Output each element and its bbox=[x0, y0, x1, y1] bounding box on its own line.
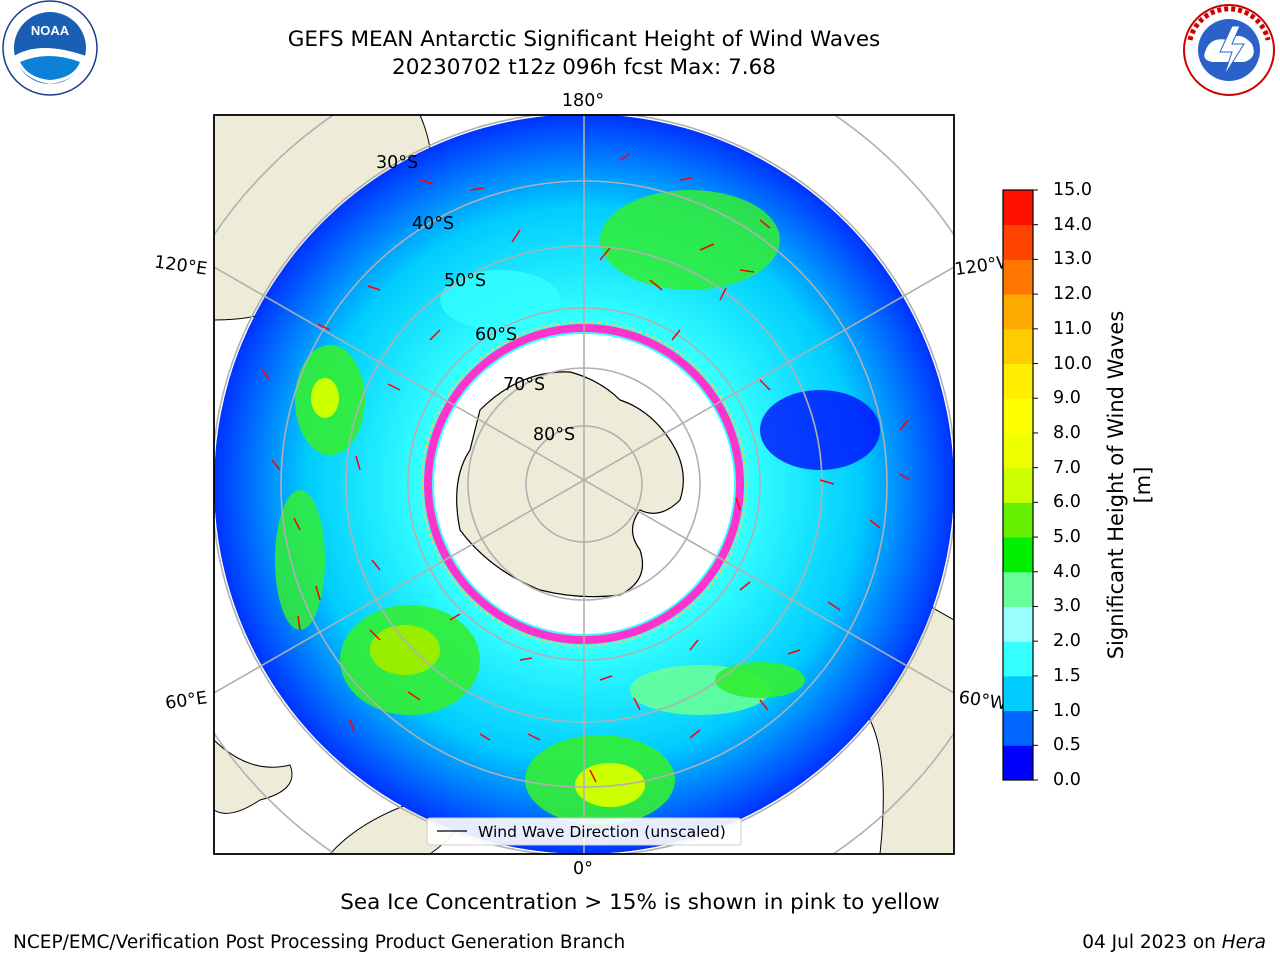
colorbar-tick-label: 8.0 bbox=[1053, 422, 1081, 443]
colorbar-tick-label: 7.0 bbox=[1053, 457, 1081, 478]
colorbar-tick-label: 11.0 bbox=[1053, 318, 1092, 339]
lat-label-40s: 40°S bbox=[412, 214, 454, 234]
colorbar-tick-label: 0.0 bbox=[1053, 770, 1081, 790]
colorbar-segment bbox=[1003, 398, 1033, 434]
colorbar-segment bbox=[1003, 502, 1033, 538]
colorbar-segment bbox=[1003, 745, 1033, 781]
credit-host: Hera bbox=[1221, 932, 1266, 953]
colorbar-segment bbox=[1003, 641, 1033, 677]
colorbar-segment bbox=[1003, 432, 1033, 469]
colorbar-tick-label: 6.0 bbox=[1053, 492, 1081, 513]
colorbar-tick-label: 9.0 bbox=[1053, 388, 1081, 409]
chart-title: GEFS MEAN Antarctic Significant Height o… bbox=[287, 27, 881, 52]
colorbar-title: Significant Height of Wind Waves [m] bbox=[1104, 310, 1155, 660]
colorbar-tick-label: 4.0 bbox=[1053, 561, 1081, 582]
colorbar-tick-label: 2.0 bbox=[1053, 631, 1081, 652]
colorbar-tick-label: 1.0 bbox=[1053, 700, 1081, 721]
lat-label-50s: 50°S bbox=[444, 271, 486, 291]
colorbar-tick-label: 13.0 bbox=[1053, 249, 1092, 270]
colorbar-segment bbox=[1003, 363, 1033, 399]
noaa-logo: NOAA bbox=[2, 0, 98, 96]
colorbar-segment bbox=[1003, 710, 1033, 746]
lat-label-70s: 70°S bbox=[503, 375, 545, 395]
colorbar-tick-label: 0.5 bbox=[1053, 735, 1081, 756]
colorbar-segment bbox=[1003, 328, 1033, 365]
colorbar-segment bbox=[1003, 224, 1033, 260]
colorbar-segment bbox=[1003, 467, 1033, 503]
colorbar-tick-label: 12.0 bbox=[1053, 284, 1092, 305]
credit-right: 04 Jul 2023 on Hera bbox=[1082, 932, 1266, 953]
colorbar-segment bbox=[1003, 259, 1033, 295]
credit-date: 04 Jul 2023 on bbox=[1082, 932, 1222, 953]
colorbar-tick-label: 5.0 bbox=[1053, 527, 1081, 548]
colorbar-tick-label: 3.0 bbox=[1053, 596, 1081, 617]
noaa-logo-text: NOAA bbox=[31, 23, 70, 38]
lon-label-120e: 120°E bbox=[153, 252, 208, 279]
colorbar-segment bbox=[1003, 294, 1033, 330]
lat-label-60s: 60°S bbox=[475, 325, 517, 345]
sea-ice-footnote: Sea Ice Concentration > 15% is shown in … bbox=[340, 890, 940, 915]
wave-direction-arrows bbox=[261, 153, 911, 783]
lon-label-60w: 60°W bbox=[957, 688, 1008, 715]
lat-label-30s: 30°S bbox=[376, 153, 418, 173]
chart-subtitle: 20230702 t12z 096h fcst Max: 7.68 bbox=[392, 55, 776, 80]
colorbar-tick-label: 14.0 bbox=[1053, 214, 1092, 235]
antarctica-land bbox=[456, 371, 684, 598]
colorbar-segment bbox=[1003, 606, 1033, 642]
lon-label-180: 180° bbox=[562, 91, 604, 111]
colorbar-tick-label: 1.5 bbox=[1053, 665, 1081, 686]
lat-label-80s: 80°S bbox=[533, 425, 575, 445]
colorbar-border bbox=[1002, 189, 1034, 781]
colorbar-segment bbox=[1003, 537, 1033, 573]
colorbar bbox=[1002, 189, 1038, 781]
colorbar-tick-label: 10.0 bbox=[1053, 353, 1092, 374]
colorbar-tick-label: 15.0 bbox=[1053, 180, 1092, 200]
colorbar-segment bbox=[1003, 675, 1033, 712]
lon-label-60e: 60°E bbox=[164, 688, 208, 714]
map-legend: Wind Wave Direction (unscaled) bbox=[426, 817, 742, 846]
colorbar-segment bbox=[1003, 571, 1033, 607]
colorbar-segment bbox=[1003, 190, 1033, 226]
credit-left: NCEP/EMC/Verification Post Processing Pr… bbox=[13, 932, 626, 953]
nws-logo bbox=[1183, 4, 1275, 96]
africa-land bbox=[214, 739, 293, 814]
map-legend-label: Wind Wave Direction (unscaled) bbox=[478, 823, 726, 841]
lon-label-0: 0° bbox=[573, 859, 593, 879]
